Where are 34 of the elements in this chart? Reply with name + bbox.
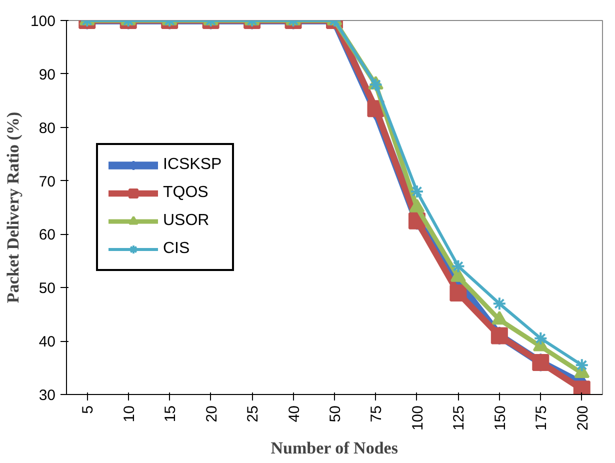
- y-tick-label: 60: [38, 226, 56, 244]
- x-axis-title: Number of Nodes: [270, 438, 398, 458]
- x-tick-label: 150: [492, 405, 509, 431]
- y-tick-label: 90: [38, 66, 56, 84]
- point: [574, 358, 589, 372]
- x-tick-label: 100: [409, 405, 426, 431]
- point: [451, 259, 466, 274]
- y-tick-label: 30: [38, 387, 56, 404]
- y-tick-label: 100: [30, 13, 56, 30]
- x-tick-label: 40: [286, 405, 303, 422]
- point: [410, 184, 424, 198]
- point: [492, 310, 508, 325]
- x-tick-label: 20: [203, 405, 220, 422]
- x-tick-label: 50: [327, 405, 344, 422]
- legend-label: USOR: [163, 212, 210, 230]
- x-tick-label: 5: [80, 406, 97, 414]
- x-tick-label: 10: [120, 405, 138, 422]
- x-tick-label: 175: [533, 405, 550, 431]
- x-tick-label: 75: [368, 405, 386, 422]
- x-tick-label: 25: [244, 405, 262, 422]
- legend-label: TQOS: [163, 184, 208, 202]
- y-tick-label: 40: [38, 334, 56, 351]
- point: [534, 331, 548, 346]
- y-axis-title: Packet Delivery Ratio (%): [3, 112, 22, 304]
- y-tick-label: 50: [38, 280, 56, 298]
- y-tick-label: 80: [38, 120, 56, 137]
- x-tick-label: 125: [450, 405, 468, 431]
- legend-label: ICSKSP: [163, 156, 222, 174]
- point: [450, 284, 467, 302]
- legend-label: CIS: [163, 240, 190, 258]
- x-tick-label: 200: [574, 405, 592, 431]
- x-tick-label: 15: [162, 405, 180, 422]
- y-tick-label: 70: [38, 173, 56, 190]
- point: [492, 296, 506, 311]
